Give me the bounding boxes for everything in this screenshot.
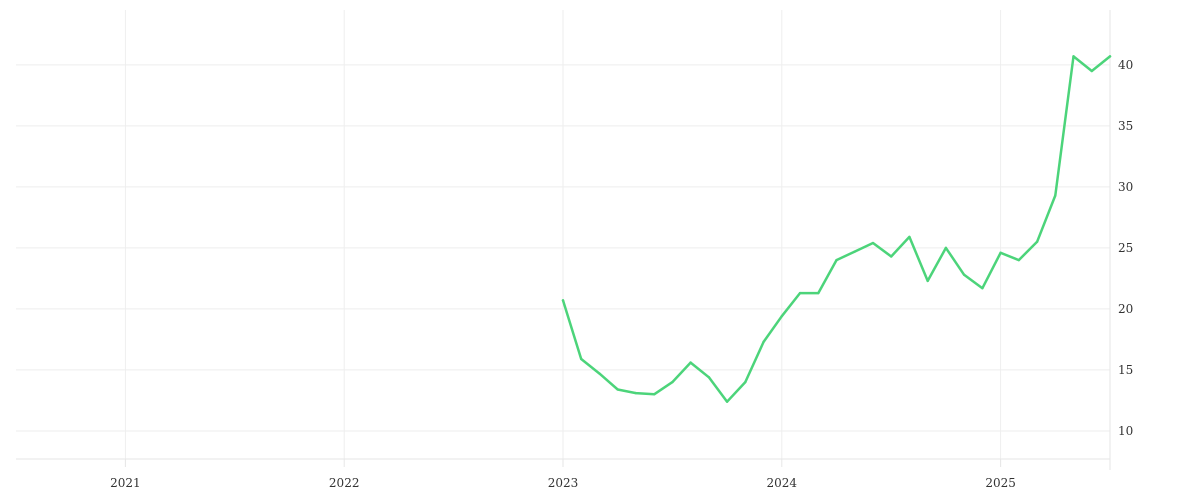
x-tick-label: 2024: [767, 476, 798, 490]
data-point: [1035, 240, 1039, 244]
y-tick-labels: 10 15 20 25 30 35 40: [1118, 58, 1133, 438]
x-tick-labels: 2021 2022 2023 2024 2025: [110, 476, 1016, 490]
data-point: [652, 393, 656, 396]
data-point: [871, 241, 875, 245]
data-point: [725, 400, 729, 403]
data-point: [981, 286, 984, 290]
data-point: [744, 380, 747, 384]
data-point: [890, 255, 893, 258]
data-point: [580, 357, 583, 361]
x-tick-label: 2023: [548, 476, 579, 490]
data-point: [671, 380, 674, 384]
x-tick-label: 2022: [329, 476, 360, 490]
data-point: [1017, 258, 1021, 262]
series-line: [561, 55, 1112, 403]
data-point: [1108, 55, 1112, 58]
y-tick-label: 40: [1118, 58, 1133, 72]
data-point: [634, 391, 638, 395]
data-point: [616, 388, 619, 391]
data-point: [853, 250, 856, 253]
data-point: [762, 340, 765, 344]
data-point: [944, 246, 948, 250]
y-tick-label: 10: [1118, 424, 1133, 438]
data-point: [707, 376, 711, 379]
data-point: [999, 251, 1002, 255]
data-point: [817, 291, 820, 295]
y-tick-label: 25: [1118, 241, 1133, 255]
data-point: [798, 291, 802, 295]
x-gridlines: [124, 10, 1002, 467]
data-point: [598, 372, 601, 375]
x-tick-label: 2025: [985, 476, 1016, 490]
series-layer: [561, 55, 1112, 403]
data-point: [1054, 194, 1057, 197]
data-point: [689, 361, 692, 364]
data-point: [926, 279, 929, 283]
data-point: [908, 235, 911, 239]
y-tick-label: 30: [1118, 180, 1133, 194]
x-tick-label: 2021: [110, 476, 141, 490]
data-point: [835, 258, 838, 262]
data-point: [780, 315, 783, 318]
y-tick-label: 20: [1118, 302, 1133, 316]
data-point: [561, 299, 565, 302]
data-point: [962, 273, 966, 276]
y-tick-label: 35: [1118, 119, 1133, 133]
data-point: [1072, 55, 1075, 58]
data-point: [1090, 69, 1093, 73]
y-tick-label: 15: [1118, 363, 1133, 377]
